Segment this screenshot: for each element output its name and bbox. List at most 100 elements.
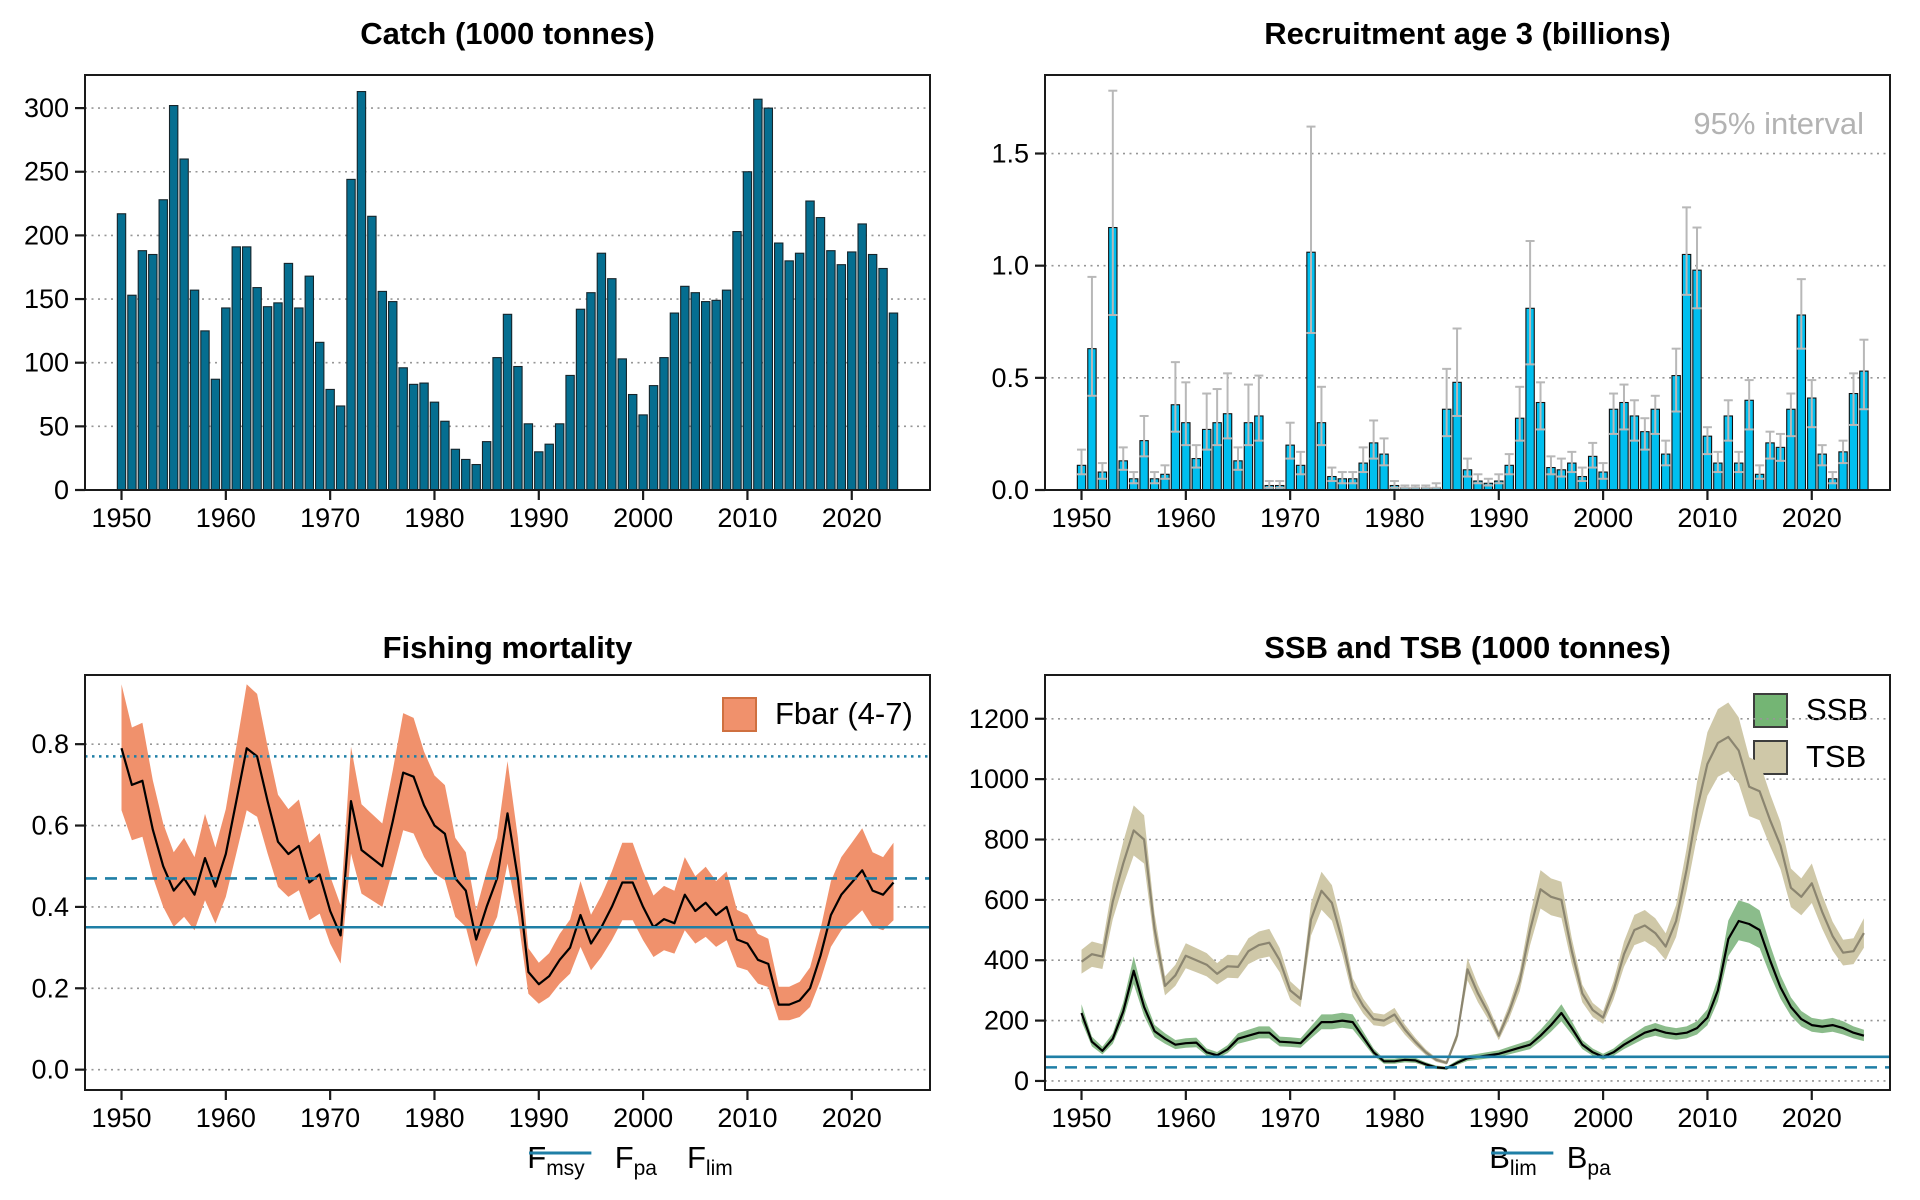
x-tick-label: 1980 xyxy=(404,1103,464,1133)
x-tick-label: 1970 xyxy=(1260,503,1320,533)
fbar-fbar-4-7--band xyxy=(121,684,894,1021)
biomass-ssb-line xyxy=(1080,919,1865,1070)
recruitment-title: Recruitment age 3 (billions) xyxy=(1264,16,1671,51)
biomass-plot-border xyxy=(1044,674,1891,1091)
ref-line-sample-dashed xyxy=(1491,1151,1554,1155)
x-tick-label: 1960 xyxy=(196,503,256,533)
ref-legend-label: Fpa xyxy=(614,1140,657,1181)
x-tick-label: 1950 xyxy=(1051,503,1111,533)
y-tick-label: 0.8 xyxy=(31,729,69,759)
x-tick-label: 2000 xyxy=(613,503,673,533)
recruitment-chart: 1950 1960 1970 1980 1990 2000 2010 2020 0.0 0.5 1.… xyxy=(991,74,1891,533)
fbar-axes: 1950 1960 1970 1980 1990 2000 2010 2020 0.0 0.2 0.… xyxy=(31,729,881,1133)
biomass-legend: SSB TSB xyxy=(1753,692,1868,775)
ref-legend-item-fmsy: Fmsy xyxy=(527,1140,592,1181)
catch-plot-border xyxy=(84,74,931,491)
x-tick-label: 1970 xyxy=(300,503,360,533)
x-tick-label: 2010 xyxy=(1677,503,1737,533)
biomass-chart: 1950 1960 1970 1980 1990 2000 2010 2020 0 200 400 6… xyxy=(969,674,1891,1133)
ref-legend-item-flim: Flim xyxy=(529,1140,733,1181)
x-tick-label: 1970 xyxy=(1260,1103,1320,1133)
legend-row-ssb: SSB xyxy=(1753,692,1868,728)
y-tick-label: 250 xyxy=(24,157,69,187)
x-tick-label: 1960 xyxy=(1156,1103,1216,1133)
x-tick-label: 2010 xyxy=(717,1103,777,1133)
biomass-title: SSB and TSB (1000 tonnes) xyxy=(1264,630,1671,665)
x-tick-label: 1960 xyxy=(196,1103,256,1133)
y-tick-label: 1.5 xyxy=(991,139,1029,169)
y-tick-label: 1200 xyxy=(969,704,1029,734)
x-tick-label: 1950 xyxy=(1051,1103,1111,1133)
catch-title: Catch (1000 tonnes) xyxy=(360,16,655,51)
interval-annotation: 95% interval xyxy=(1693,106,1864,141)
biomass-tsb-band xyxy=(1081,702,1864,1065)
fbar-reference-lines xyxy=(85,755,930,929)
y-tick-label: 150 xyxy=(24,284,69,314)
x-tick-label: 2000 xyxy=(613,1103,673,1133)
ref-line-sample-dotted xyxy=(529,1151,592,1155)
catch-bars xyxy=(116,90,899,491)
y-tick-label: 600 xyxy=(984,885,1029,915)
fbar-legend-label: Fbar (4-7) xyxy=(775,696,913,731)
fbar-ref-legend: Fmsy Fpa Flim xyxy=(527,1140,733,1181)
biomass-ssb-band xyxy=(1081,900,1864,1070)
x-tick-label: 1990 xyxy=(509,1103,569,1133)
y-tick-label: 800 xyxy=(984,824,1029,854)
y-tick-label: 200 xyxy=(984,1006,1029,1036)
y-tick-label: 200 xyxy=(24,220,69,250)
fbar-plot-border xyxy=(84,674,931,1091)
y-tick-label: 0.2 xyxy=(31,973,69,1003)
recruitment-axes: 1950 1960 1970 1980 1990 2000 2010 2020 0.0 0.5 1.… xyxy=(991,139,1841,533)
ref-legend-label: Flim xyxy=(686,1140,733,1181)
y-tick-label: 100 xyxy=(24,348,69,378)
ssb-legend-label: SSB xyxy=(1806,692,1869,727)
x-tick-label: 1950 xyxy=(91,503,151,533)
recruitment-error-bars xyxy=(1077,89,1869,489)
legend-row-tsb: TSB xyxy=(1753,739,1868,775)
tsb-legend-label: TSB xyxy=(1806,739,1867,774)
recruitment-bars xyxy=(1076,226,1869,491)
y-tick-label: 50 xyxy=(39,411,69,441)
biomass-tsb-line xyxy=(1080,735,1865,1064)
ref-legend-label: Bpa xyxy=(1566,1140,1611,1181)
fbar-legend: Fbar (4-7) xyxy=(722,696,913,732)
ref-legend-item-bpa: Bpa xyxy=(1491,1140,1611,1181)
biomass-gridlines xyxy=(1045,717,1890,1082)
fbar-chart: 1950 1960 1970 1980 1990 2000 2010 2020 0.0 0.2 0.… xyxy=(31,674,931,1133)
x-tick-label: 1980 xyxy=(404,503,464,533)
x-tick-label: 1960 xyxy=(1156,503,1216,533)
x-tick-label: 2000 xyxy=(1573,1103,1633,1133)
y-tick-label: 0.6 xyxy=(31,811,69,841)
y-tick-label: 1.0 xyxy=(991,251,1029,281)
y-tick-label: 0.5 xyxy=(991,363,1029,393)
y-tick-label: 0 xyxy=(54,475,69,505)
fbar-swatch xyxy=(722,696,757,732)
y-tick-label: 0.0 xyxy=(31,1055,69,1085)
x-tick-label: 1950 xyxy=(91,1103,151,1133)
fishing-mortality-title: Fishing mortality xyxy=(382,630,633,665)
x-tick-label: 2020 xyxy=(822,1103,882,1133)
recruitment-plot-border xyxy=(1044,74,1891,491)
x-tick-label: 1970 xyxy=(300,1103,360,1133)
ref-legend-label: Blim xyxy=(1489,1140,1537,1181)
y-tick-label: 0.0 xyxy=(991,475,1029,505)
fbar-fbar-4-7--line xyxy=(120,747,895,1006)
x-tick-label: 2020 xyxy=(1782,1103,1842,1133)
tsb-swatch xyxy=(1753,739,1788,775)
biomass-panel: SSB and TSB (1000 tonnes) SSB TSB 1950 19… xyxy=(960,600,1920,1200)
y-tick-label: 0.4 xyxy=(31,892,69,922)
x-tick-label: 2000 xyxy=(1573,503,1633,533)
biomass-axes: 1950 1960 1970 1980 1990 2000 2010 2020 0 200 400 6… xyxy=(969,704,1842,1133)
x-tick-label: 2020 xyxy=(822,503,882,533)
y-tick-label: 1000 xyxy=(969,764,1029,794)
x-tick-label: 1980 xyxy=(1364,503,1424,533)
recruitment-gridlines xyxy=(1045,152,1890,379)
x-tick-label: 2010 xyxy=(1677,1103,1737,1133)
ref-legend-label: Fmsy xyxy=(527,1140,585,1181)
biomass-reference-lines xyxy=(1045,1055,1890,1069)
y-tick-label: 0 xyxy=(1014,1066,1029,1096)
ref-legend-item-fpa: Fpa xyxy=(529,1140,657,1181)
fishing-mortality-panel: Fishing mortality Fbar (4-7) 1950 1960 197… xyxy=(0,600,960,1200)
catch-panel: Catch (1000 tonnes) 1950 1960 1970 1980 1990… xyxy=(0,0,960,600)
